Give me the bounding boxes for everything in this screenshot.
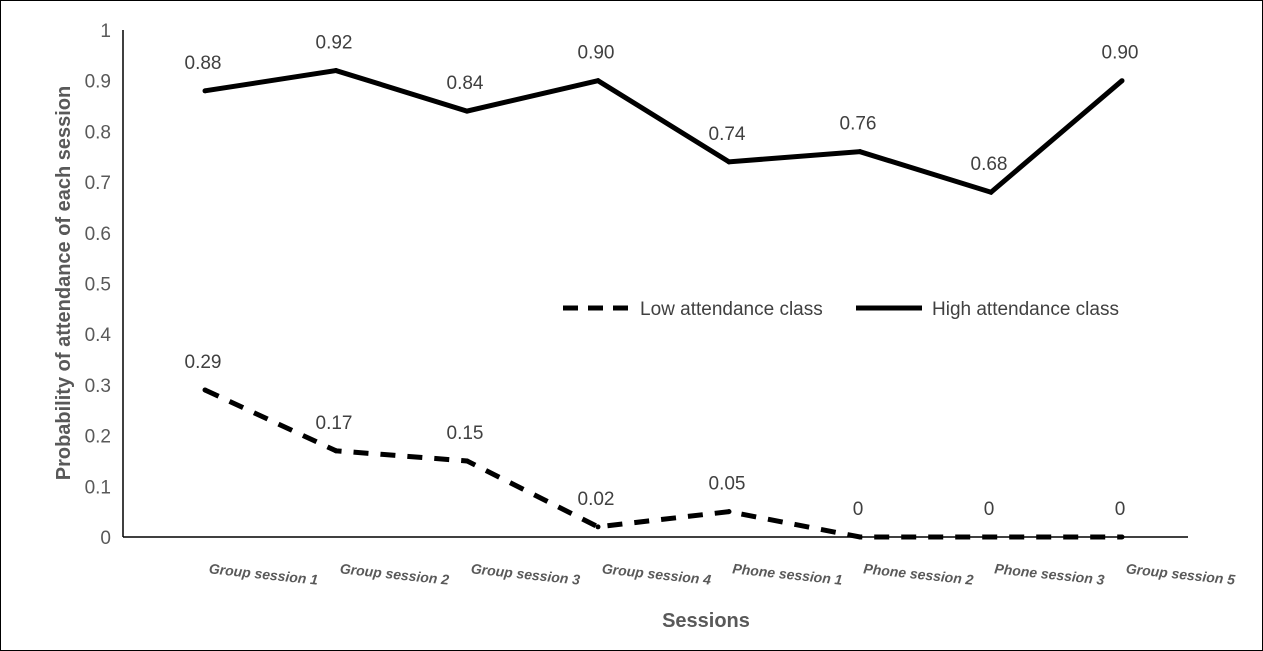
data-label: 0 — [1115, 499, 1126, 520]
y-tick-label: 0 — [100, 528, 111, 549]
data-point — [988, 189, 994, 195]
x-category-label: Group session 4 — [601, 560, 712, 587]
series-line-high-attendance — [204, 68, 1124, 196]
data-point — [333, 68, 339, 74]
x-category-label: Group session 5 — [1125, 560, 1236, 587]
data-point — [333, 448, 339, 454]
y-tick-label: 0.8 — [85, 122, 111, 143]
x-category-label: Group session 1 — [208, 560, 319, 587]
y-tick-label: 0.2 — [85, 427, 111, 448]
data-label: 0.29 — [185, 352, 222, 373]
data-point — [988, 534, 994, 540]
x-category-label: Group session 3 — [470, 560, 581, 587]
y-tick-labels: 0 0.1 0.2 0.3 0.4 0.5 0.6 0.7 0.8 0.9 1 — [85, 21, 112, 549]
data-label: 0.05 — [709, 474, 746, 495]
data-point — [1119, 534, 1125, 540]
data-label: 0.68 — [971, 154, 1008, 175]
data-point — [595, 524, 601, 530]
data-point — [464, 108, 470, 114]
data-point — [857, 149, 863, 155]
data-point — [464, 458, 470, 464]
data-label: 0 — [984, 499, 995, 520]
data-point — [726, 509, 732, 515]
data-point — [595, 78, 601, 84]
data-label: 0.74 — [709, 124, 746, 145]
data-label: 0.02 — [578, 489, 615, 510]
data-label: 0.90 — [578, 43, 615, 64]
y-tick-label: 0.1 — [85, 477, 111, 498]
data-point — [857, 534, 863, 540]
data-labels: 0.29 0.17 0.15 0.02 0.05 0 0 0 0.88 0.92 0.84 0.90 0… — [185, 33, 1139, 520]
x-category-label: Phone session 1 — [732, 560, 844, 587]
y-tick-label: 0.3 — [85, 376, 111, 397]
x-category-label: Phone session 3 — [994, 560, 1106, 587]
series-line-low-attendance — [203, 387, 1122, 540]
data-point — [202, 88, 208, 94]
x-category-label: Phone session 2 — [863, 560, 975, 587]
data-label: 0.15 — [447, 423, 484, 444]
data-label: 0.92 — [316, 33, 353, 54]
y-axis-title: Probability of attendance of each sessio… — [53, 86, 75, 481]
y-tick-label: 0.7 — [85, 173, 111, 194]
data-point — [726, 159, 732, 165]
x-axis-title: Sessions — [662, 610, 750, 632]
x-category-label: Group session 2 — [339, 560, 450, 587]
legend-label-low-attendance: Low attendance class — [640, 299, 823, 320]
data-label: 0.17 — [316, 413, 353, 434]
data-label: 0.84 — [447, 73, 484, 94]
legend: Low attendance class High attendance cla… — [563, 299, 1119, 320]
data-label: 0.90 — [1102, 43, 1139, 64]
data-point — [1119, 78, 1125, 84]
legend-label-high-attendance: High attendance class — [932, 299, 1119, 320]
data-label: 0.88 — [185, 53, 222, 74]
y-tick-label: 0.5 — [85, 275, 111, 296]
data-point — [202, 387, 208, 393]
y-tick-label: 0.4 — [85, 325, 112, 346]
data-label: 0 — [853, 499, 864, 520]
data-label: 0.76 — [840, 114, 877, 135]
x-category-labels: Group session 1 Group session 2 Group sess… — [208, 560, 1236, 587]
series-lines — [202, 68, 1125, 540]
y-tick-label: 0.6 — [85, 224, 111, 245]
y-tick-label: 0.9 — [85, 72, 111, 93]
y-tick-label: 1 — [100, 21, 111, 42]
